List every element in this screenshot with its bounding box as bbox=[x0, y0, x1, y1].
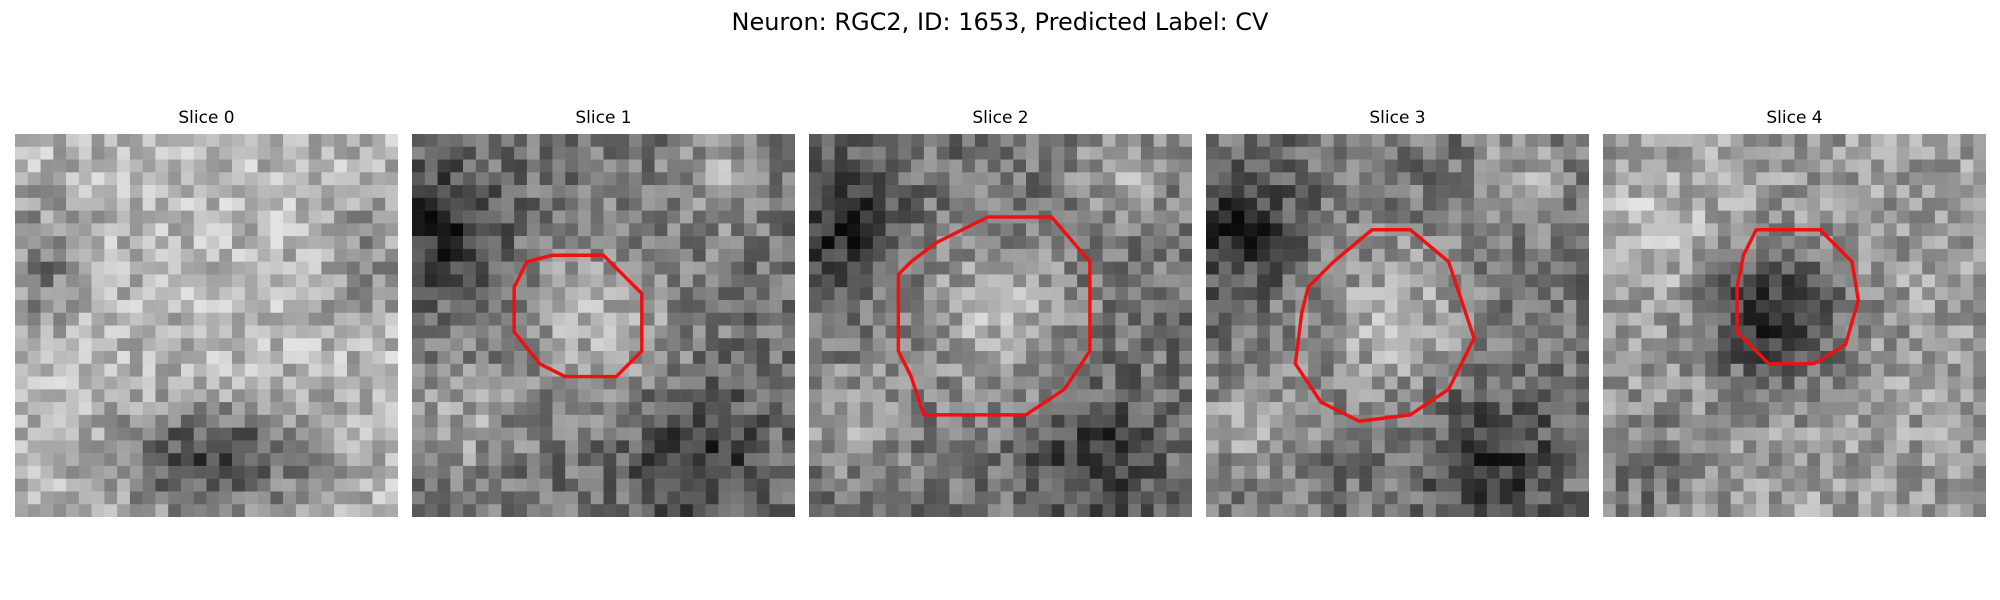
slice-image bbox=[15, 134, 398, 517]
pixel-grid bbox=[15, 134, 398, 517]
segmentation-contour bbox=[512, 253, 644, 379]
figure-title: Neuron: RGC2, ID: 1653, Predicted Label:… bbox=[731, 8, 1269, 36]
slice-image bbox=[1603, 134, 1986, 517]
slice-title: Slice 2 bbox=[972, 108, 1029, 128]
segmentation-contour bbox=[1293, 228, 1476, 423]
segmentation-contour bbox=[896, 215, 1092, 417]
slice-title: Slice 1 bbox=[575, 108, 632, 128]
pixel-grid bbox=[1603, 134, 1986, 517]
segmentation-contour bbox=[1735, 228, 1861, 366]
slice-title: Slice 3 bbox=[1369, 108, 1426, 128]
pixel-grid bbox=[809, 134, 1192, 517]
slice-image bbox=[412, 134, 795, 517]
pixel-grid bbox=[1206, 134, 1589, 517]
slice-title: Slice 0 bbox=[178, 108, 235, 128]
pixel-grid bbox=[412, 134, 795, 517]
slice-title: Slice 4 bbox=[1766, 108, 1823, 128]
slice-image bbox=[809, 134, 1192, 517]
slice-image bbox=[1206, 134, 1589, 517]
